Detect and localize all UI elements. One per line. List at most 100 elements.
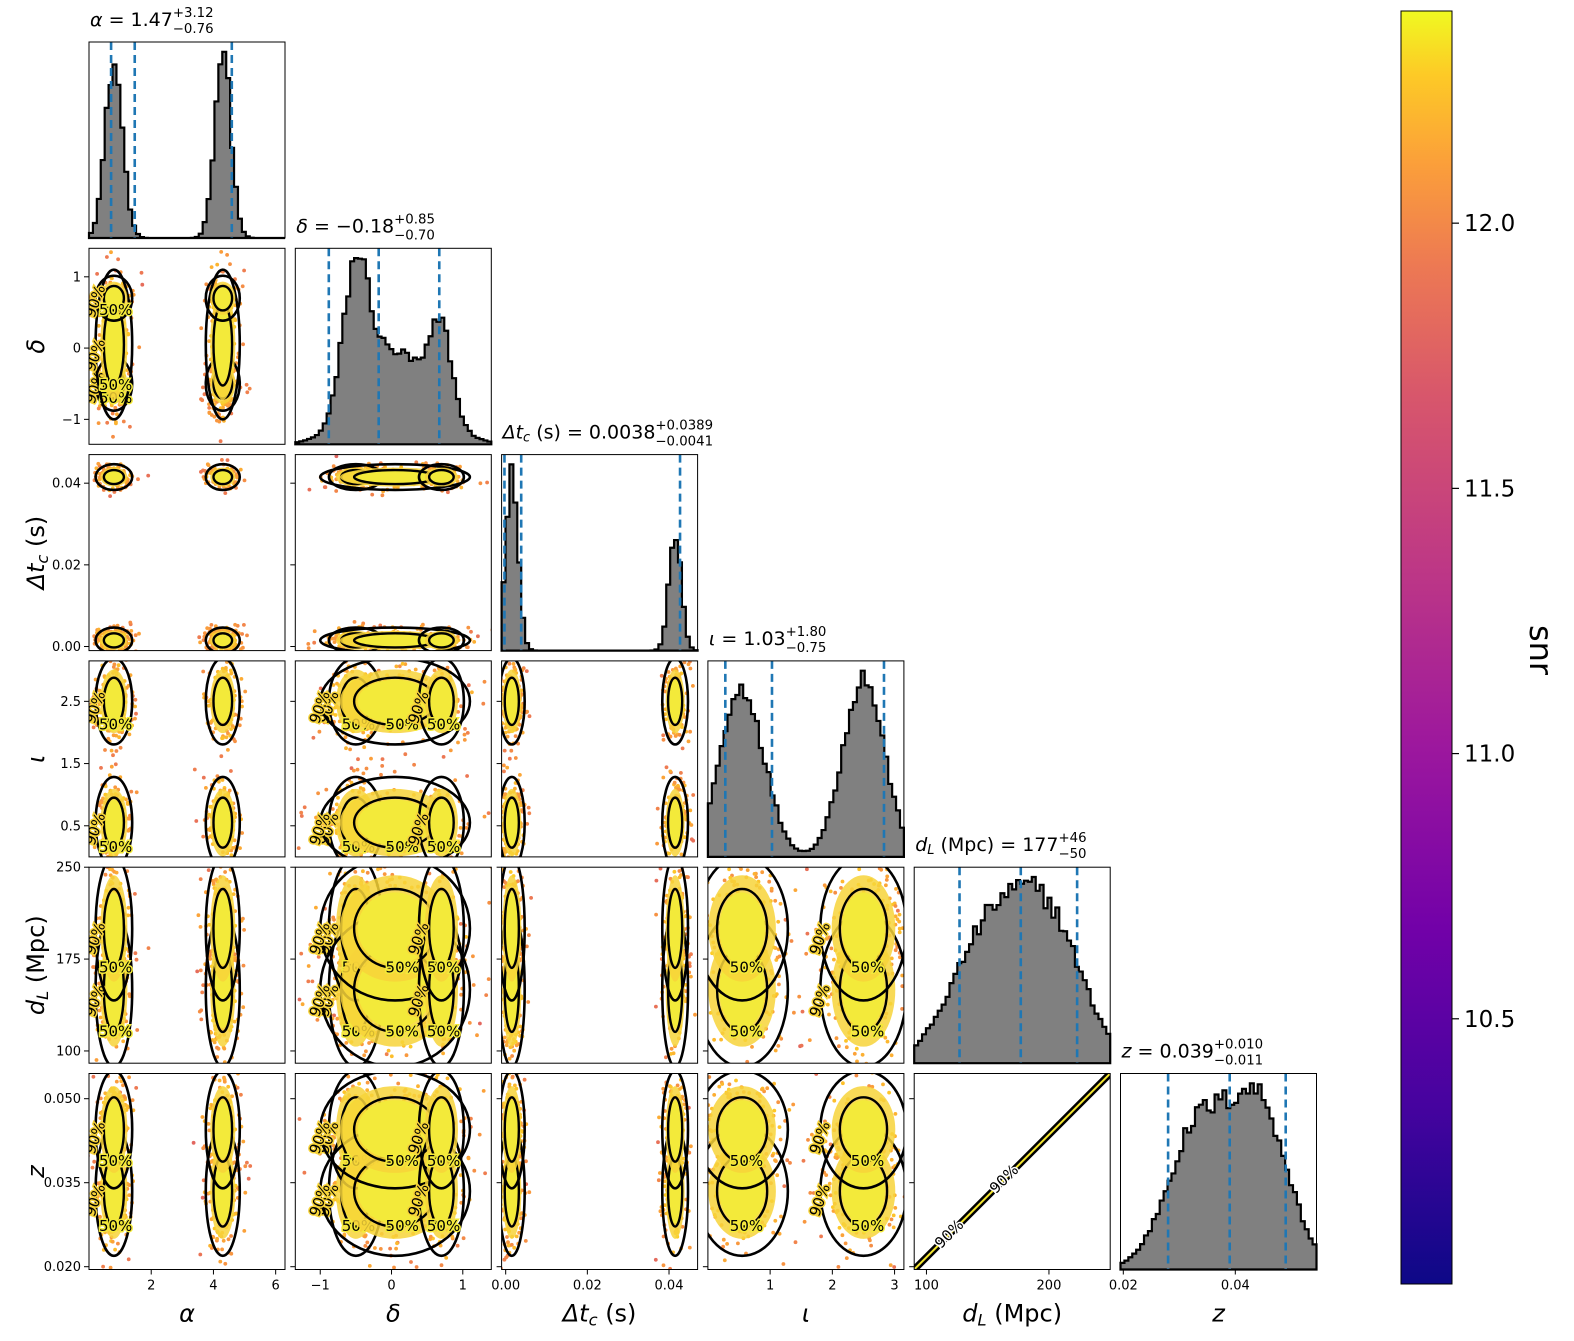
histogram-panel-alpha: α = 1.47+3.12 −0.76 (87, 6, 286, 240)
contour-50-5 (427, 887, 455, 970)
histogram-title-alpha: α = 1.47+3.12 −0.76 (90, 6, 214, 37)
contour-90-1 (94, 462, 134, 492)
histogram-frame-iota (707, 660, 905, 858)
histogram-frame-z (1120, 1073, 1317, 1270)
scatter-panel-delta-dtc (290, 454, 492, 652)
histogram-frame-dL (913, 866, 1111, 1064)
contour-label-50: 50% (99, 376, 132, 394)
contour-50-4 (427, 632, 455, 649)
contour-label-50: 50% (427, 1022, 460, 1040)
colorbar-tick-label-1: 11.0 (1464, 742, 1515, 768)
contour-50-1 (503, 1096, 521, 1163)
xtick-label-dtc-2: 0.04 (655, 1279, 684, 1294)
contour-90-1 (707, 867, 790, 1002)
scatter-points-dtc-z (501, 1073, 693, 1270)
scatter-points-alpha-dL: 90%50%90%50% (89, 867, 247, 1064)
contour-90-4 (204, 268, 242, 421)
histogram-panel-iota: ι = 1.03+1.80 −0.75 (706, 625, 905, 858)
xtick-label-dL-1: 200 (1037, 1279, 1062, 1294)
panel-grid: α = 1.47+3.12 −0.76 δ = −0.18+0.85 −0.70 Δtc… (22, 6, 1318, 1330)
contour-50-3 (666, 676, 684, 727)
contour-label-50: 50% (386, 1217, 419, 1235)
histogram-dtc (500, 463, 699, 652)
contour-90-3 (318, 1073, 472, 1190)
contour-90-3 (204, 660, 242, 746)
scatter-points-dtc-dL (501, 867, 697, 1064)
contour-50-2 (102, 284, 126, 312)
scatter-frame-delta-z (294, 1073, 492, 1270)
contour-50-3 (212, 468, 234, 486)
yaxis-label-delta: δ (22, 339, 50, 354)
ytick-label-dtc-1: 0.02 (52, 558, 81, 573)
xtick-label-iota-1: 2 (828, 1279, 836, 1294)
contour-label-50: 50% (386, 958, 419, 976)
contour-50-3 (838, 1096, 889, 1163)
xaxis-label-dtc: Δtc (s) (561, 1300, 637, 1330)
xaxis-label-alpha: α (179, 1300, 195, 1328)
scatter-panel-delta-dL: 90%50%90%50%90%50%90%50%90%50%90%50% (290, 866, 492, 1064)
contour-90-1 (94, 268, 134, 421)
contour-90-3 (204, 462, 242, 492)
histogram-panel-z: z = 0.039+0.010 −0.011 (1119, 1038, 1318, 1271)
xtick-label-alpha-1: 4 (209, 1279, 217, 1294)
scatter-frame-delta-dL (294, 866, 492, 1064)
scatter-points-dtc-iota (501, 660, 696, 857)
colorbar: 10.5 11.0 11.5 12.0 snr (1400, 10, 1560, 1285)
scatter-points-alpha-delta: 90%50%90%50%90%50% (89, 250, 252, 444)
contour-90-3 (819, 1073, 904, 1190)
histogram-title-delta: δ = −0.18+0.85 −0.70 (296, 212, 435, 243)
ytick-label-z-2: 0.050 (44, 1092, 81, 1107)
contour-50-3 (212, 887, 234, 970)
contour-90-2 (318, 626, 472, 651)
contour-50-5 (427, 1096, 455, 1163)
yaxis-label-dtc: Δtc (s) (22, 516, 52, 592)
contour-label-50: 50% (386, 1152, 419, 1170)
xtick-label-dtc-1: 0.02 (573, 1279, 602, 1294)
xaxis-label-z: z (1211, 1300, 1226, 1328)
xaxis-label-delta: δ (386, 1300, 401, 1328)
scatter-points-iota-z: 90%50%90%50%90%50%90%50% (707, 1073, 904, 1269)
scatter-panel-dL-z: 90%90% 100 200 (909, 1073, 1111, 1294)
scatter-points-dL-z: 90%90% (914, 1073, 1111, 1270)
contour-90-1 (94, 660, 134, 746)
contour-50-0 (503, 796, 521, 849)
contour-90-5 (417, 1073, 466, 1190)
colorbar-tick-label-2: 11.5 (1464, 476, 1515, 502)
contour-label-50: 50% (851, 1152, 884, 1170)
contour-label-50: 50% (427, 958, 460, 976)
contour-50-3 (212, 676, 234, 727)
scatter-frame-iota-dL (707, 866, 905, 1064)
xtick-label-z-1: 0.04 (1221, 1279, 1250, 1294)
xtick-label-delta-2: 1 (459, 1279, 467, 1294)
contour-50-2 (666, 796, 684, 849)
contour-50-1 (715, 1096, 769, 1163)
contour-50-3 (212, 1096, 234, 1163)
yaxis-label-z: z (22, 1164, 50, 1179)
contour-90-0 (501, 775, 526, 857)
contour-90-2 (204, 775, 242, 857)
contour-label-50: 50% (99, 715, 132, 733)
ytick-label-iota-0: 0.5 (60, 819, 81, 834)
scatter-panel-alpha-dtc: 0.00 0.02 0.04 (52, 454, 286, 655)
contour-label-50: 50% (386, 1022, 419, 1040)
contour-90-3 (660, 867, 690, 1002)
scatter-panel-dtc-dL (496, 866, 699, 1064)
contour-label-50: 50% (427, 1217, 460, 1235)
contour-50-0 (102, 632, 126, 649)
histogram-panel-delta: δ = −0.18+0.85 −0.70 (294, 212, 493, 446)
ytick-label-z-0: 0.020 (44, 1260, 81, 1275)
scatter-panel-alpha-dL: 90%50%90%50% 100 175 250 (56, 861, 286, 1064)
contour-label-50: 50% (99, 1217, 132, 1235)
scatter-points-delta-z: 90%50%90%50%90%50%90%50%90%50%90%50% (297, 1073, 487, 1270)
ytick-label-delta-2: 1 (73, 270, 81, 285)
scatter-frame-alpha-dL (88, 866, 286, 1064)
scatter-panel-alpha-iota: 90%50%90%50% 0.5 1.5 2.5 (60, 660, 286, 858)
histogram-title-iota: ι = 1.03+1.80 −0.75 (709, 625, 827, 656)
histogram-dL (913, 875, 1112, 1065)
histogram-delta (294, 257, 493, 446)
scatter-panel-alpha-z: 90%50%90%50% 0.020 0.035 0.050 2 4 6 (44, 1073, 286, 1294)
contour-90-3 (204, 867, 242, 1002)
histogram-frame-delta (294, 247, 492, 445)
contour-50-1 (102, 468, 126, 486)
contour-90-3 (660, 1073, 690, 1190)
